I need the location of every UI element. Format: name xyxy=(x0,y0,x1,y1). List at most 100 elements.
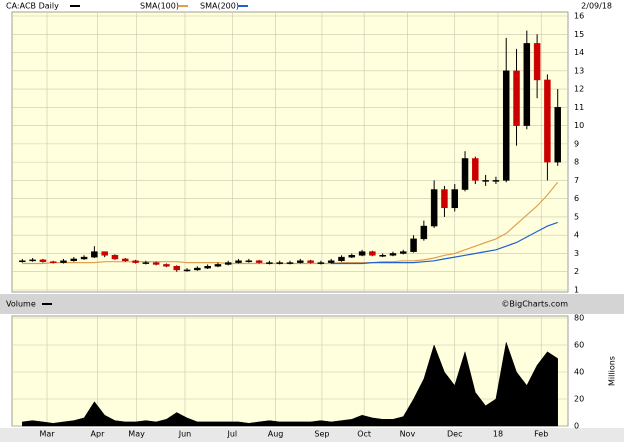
candle-body xyxy=(163,264,170,267)
candle-body xyxy=(204,266,211,269)
candle-body xyxy=(327,260,335,263)
y-tick-label: 12 xyxy=(574,85,584,94)
candle-body xyxy=(255,260,263,263)
y-tick-label: 3 xyxy=(574,249,579,258)
candle-body xyxy=(502,70,510,181)
candle-body xyxy=(214,264,222,267)
candle-body xyxy=(235,260,242,263)
x-tick-label: Oct xyxy=(357,430,371,439)
candle-body xyxy=(80,256,88,260)
legend-label: SMA(100) xyxy=(140,2,179,11)
candle-body xyxy=(19,260,26,263)
x-tick-label: Mar xyxy=(39,430,55,439)
y2-axis-label: Millions xyxy=(608,356,617,386)
candle-body xyxy=(91,251,98,258)
y-tick-label: 9 xyxy=(574,139,579,148)
candle-body xyxy=(482,180,489,182)
candle-body xyxy=(513,70,520,126)
candle-body xyxy=(60,260,67,263)
x-tick-label: Sep xyxy=(314,430,329,439)
candle-body xyxy=(410,238,417,252)
candle-body xyxy=(70,258,78,262)
candle-body xyxy=(348,255,356,258)
axis-band xyxy=(0,428,624,442)
candle-body xyxy=(523,43,531,126)
candle-body xyxy=(533,43,541,81)
y-tick-label: 14 xyxy=(574,48,584,57)
x-tick-label: May xyxy=(128,430,145,439)
candle-body xyxy=(544,79,551,163)
y-tick-label: 6 xyxy=(574,194,579,203)
candle-body xyxy=(554,107,561,163)
y-tick-label: 5 xyxy=(574,212,579,221)
x-tick-label: Aug xyxy=(268,430,284,439)
candle-body xyxy=(245,260,253,263)
candle-body xyxy=(152,262,160,265)
sma-line xyxy=(331,221,558,265)
x-tick-label: Jun xyxy=(178,430,192,439)
y-tick-label: 80 xyxy=(574,314,584,323)
y-tick-label: 7 xyxy=(574,176,579,185)
candle-body xyxy=(173,266,180,271)
y-tick-label: 16 xyxy=(574,12,584,21)
chart-title: CA:ACB Daily xyxy=(6,2,59,11)
candle-body xyxy=(338,256,345,262)
y-tick-label: 1 xyxy=(574,286,579,295)
candle-body xyxy=(358,251,366,256)
candle-body xyxy=(101,251,108,256)
candle-body xyxy=(286,262,294,264)
candle-body xyxy=(317,262,325,264)
volume-band xyxy=(0,294,624,314)
candle-body xyxy=(307,260,314,263)
candle-body xyxy=(132,260,139,263)
y-tick-label: 10 xyxy=(574,121,584,130)
x-tick-label: Apr xyxy=(91,430,106,439)
legend-label: SMA(200) xyxy=(200,2,239,11)
candle-body xyxy=(451,189,458,209)
x-tick-label: Dec xyxy=(447,430,462,439)
chart-date: 2/09/18 xyxy=(581,2,612,11)
candle-body xyxy=(297,260,304,263)
candle-body xyxy=(420,225,428,240)
y-tick-label: 2 xyxy=(574,267,579,276)
candle-body xyxy=(441,189,448,209)
candle-body xyxy=(142,262,150,264)
candle-body xyxy=(400,251,407,254)
y-tick-label: 13 xyxy=(574,66,584,75)
y-tick-label: 0 xyxy=(574,422,579,431)
candle-body xyxy=(379,255,386,257)
price-plot xyxy=(11,11,569,293)
candle-body xyxy=(111,255,119,260)
volume-area xyxy=(22,341,558,427)
y-tick-label: 8 xyxy=(574,158,579,167)
candle-body xyxy=(472,158,479,181)
candle-body xyxy=(276,262,283,264)
candle-body xyxy=(39,259,47,262)
x-tick-label: Nov xyxy=(400,430,416,439)
candle-body xyxy=(224,262,232,265)
volume-title: Volume xyxy=(6,300,36,309)
candle-body xyxy=(369,251,376,256)
annotation: ©BigCharts.com xyxy=(501,300,568,309)
candle-body xyxy=(492,180,500,182)
y-tick-label: 4 xyxy=(574,231,579,240)
x-tick-label: Jul xyxy=(227,430,238,439)
candle-body xyxy=(389,253,397,256)
y-tick-label: 11 xyxy=(574,103,584,112)
candle-body xyxy=(194,267,201,271)
x-tick-label: Feb xyxy=(534,430,548,439)
candle-body xyxy=(29,259,36,262)
y-tick-label: 60 xyxy=(574,341,584,350)
candle-body xyxy=(183,269,191,272)
candle-body xyxy=(266,262,273,264)
x-tick-label: 18 xyxy=(493,430,503,439)
y-tick-label: 40 xyxy=(574,368,584,377)
y-tick-label: 15 xyxy=(574,30,584,39)
candle-body xyxy=(49,261,57,263)
candle-body xyxy=(430,189,438,227)
candle-body xyxy=(461,158,469,190)
y-tick-label: 20 xyxy=(574,395,584,404)
candle-body xyxy=(122,258,129,262)
